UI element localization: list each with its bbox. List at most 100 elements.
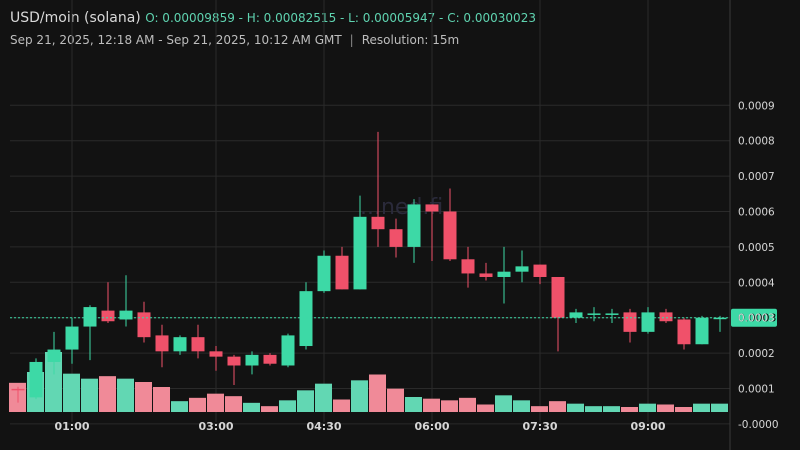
- candle-body: [443, 211, 457, 260]
- candle-body: [569, 312, 583, 318]
- candle-body: [101, 310, 115, 322]
- candle-body: [713, 317, 727, 320]
- candle-body: [641, 312, 655, 332]
- last-price-line: 0.0003: [10, 308, 777, 327]
- volume-bars: [9, 352, 728, 412]
- volume-bar: [261, 406, 278, 412]
- candle-body: [461, 259, 475, 274]
- volume-bar: [63, 373, 80, 412]
- volume-bar: [621, 407, 638, 412]
- x-tick-label: 09:00: [630, 420, 665, 433]
- volume-bar: [567, 403, 584, 412]
- candle-body: [407, 204, 421, 247]
- y-tick-label: 0.0003: [738, 313, 775, 325]
- candle-body: [137, 312, 151, 338]
- y-tick-label: -0.0000: [738, 419, 779, 431]
- resolution-label: Resolution: 15m: [361, 33, 460, 47]
- volume-bar: [333, 399, 350, 412]
- time-axis[interactable]: 01:00 03:00 04:30 06:00 07:30 09:00: [54, 420, 665, 433]
- x-tick-label: 03:00: [198, 420, 233, 433]
- volume-bar: [477, 404, 494, 412]
- candle-body: [515, 266, 529, 272]
- volume-bar: [279, 400, 296, 412]
- volume-bar: [189, 397, 206, 412]
- candle-body: [65, 326, 79, 350]
- volume-bar: [405, 397, 422, 412]
- volume-bar: [585, 406, 602, 412]
- y-tick-label: 0.0004: [738, 277, 775, 289]
- price-axis[interactable]: -0.0001-0.00000.00010.00020.00030.00040.…: [738, 100, 779, 450]
- volume-bar: [135, 382, 152, 412]
- volume-bar: [225, 396, 242, 412]
- x-tick-label: 06:00: [414, 420, 449, 433]
- volume-bar: [387, 388, 404, 412]
- chart-header-title: USD/moin (solana) O: 0.00009859 - H: 0.0…: [10, 10, 536, 26]
- volume-bar: [423, 398, 440, 412]
- candle-body: [191, 337, 205, 352]
- candle-body: [317, 255, 331, 292]
- x-tick-label: 01:00: [54, 420, 89, 433]
- last-price-tag: [731, 308, 777, 327]
- volume-bar: [243, 402, 260, 412]
- volume-bar: [693, 403, 710, 412]
- y-tick-label: 0.0009: [738, 100, 775, 112]
- candle-body: [335, 255, 349, 290]
- candle-body: [605, 313, 619, 315]
- volume-bar: [639, 403, 656, 412]
- candle-body: [533, 264, 547, 277]
- y-tick-label: 0.0002: [738, 348, 775, 360]
- volume-bar: [351, 380, 368, 412]
- volume-bar: [549, 401, 566, 412]
- volume-bar: [81, 378, 98, 412]
- volume-bar: [531, 406, 548, 412]
- date-range-label: Sep 21, 2025, 12:18 AM - Sep 21, 2025, 1…: [10, 33, 342, 47]
- candle-body: [83, 307, 97, 327]
- candle-body: [263, 354, 277, 364]
- candle-body: [209, 351, 223, 357]
- candle-body: [623, 312, 637, 332]
- candle-body: [695, 317, 709, 345]
- candle-body: [299, 291, 313, 347]
- ohlc-readout: O: 0.00009859 - H: 0.00082515 - L: 0.000…: [145, 11, 536, 25]
- y-tick-label: 0.0001: [738, 384, 775, 396]
- candle-body: [29, 361, 43, 398]
- candles[interactable]: [11, 131, 727, 403]
- volume-bar: [207, 393, 224, 412]
- volume-bar: [315, 383, 332, 412]
- candle-body: [497, 271, 511, 277]
- candle-body: [281, 335, 295, 366]
- separator: |: [349, 33, 354, 47]
- volume-bar: [495, 395, 512, 412]
- chart-header-subtitle: Sep 21, 2025, 12:18 AM - Sep 21, 2025, 1…: [10, 33, 459, 47]
- candle-body: [245, 354, 259, 366]
- y-tick-label: 0.0007: [738, 171, 775, 183]
- candle-body: [11, 388, 25, 391]
- volume-bar: [441, 400, 458, 412]
- volume-bar: [117, 378, 134, 412]
- volume-bar: [603, 406, 620, 412]
- symbol-label: USD/moin (solana): [10, 10, 141, 26]
- candle-body: [155, 335, 169, 352]
- candle-body: [227, 356, 241, 366]
- candle-body: [479, 273, 493, 277]
- volume-bar: [171, 401, 188, 412]
- volume-bar: [711, 403, 728, 412]
- volume-bar: [99, 376, 116, 412]
- volume-bar: [45, 352, 62, 412]
- y-tick-label: 0.0008: [738, 136, 775, 148]
- volume-bar: [657, 404, 674, 412]
- volume-bar: [153, 387, 170, 412]
- last-price-label: 0.0003: [738, 312, 777, 325]
- candle-body: [371, 216, 385, 230]
- candle-body: [47, 349, 61, 362]
- x-tick-label: 07:30: [522, 420, 557, 433]
- candle-body: [551, 276, 565, 318]
- candle-body: [677, 319, 691, 345]
- candle-body: [587, 313, 601, 315]
- candle-body: [119, 310, 133, 320]
- y-tick-label: 0.0005: [738, 242, 775, 254]
- volume-bar: [369, 374, 386, 412]
- volume-bar: [513, 400, 530, 412]
- candle-body: [425, 204, 439, 212]
